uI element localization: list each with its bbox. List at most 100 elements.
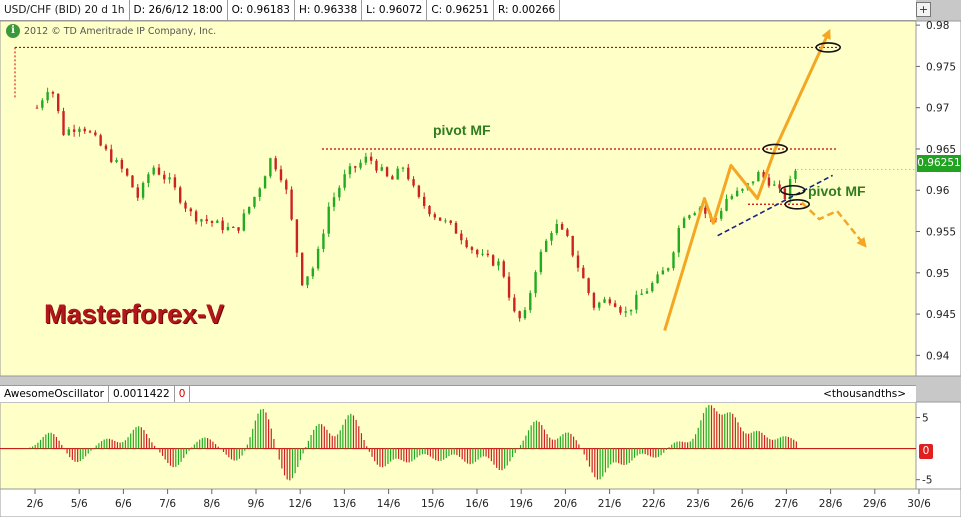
candle-body — [523, 310, 527, 319]
candle-body — [375, 160, 378, 171]
candle-body — [470, 247, 474, 250]
date-readout: D: 26/6/12 18:00 — [130, 0, 228, 20]
price-tick-label: 0.97 — [926, 103, 949, 115]
forecast-up-path — [663, 28, 831, 332]
current-price-badge: 0.96251 — [917, 155, 961, 172]
candle-body — [730, 196, 734, 199]
expand-button[interactable]: + — [916, 2, 931, 17]
date-tick-label: 21/6 — [598, 498, 622, 510]
candle-body — [343, 174, 346, 188]
candle-body — [518, 311, 521, 319]
indicator-name[interactable]: AwesomeOscillator — [0, 386, 109, 402]
candle-body — [179, 187, 182, 203]
info-icon[interactable]: i — [6, 24, 20, 38]
oscillator-panel — [0, 401, 917, 490]
candle-body — [385, 167, 389, 177]
candle-body — [720, 210, 723, 219]
date-tick-label: 20/6 — [554, 498, 578, 510]
candle-body — [491, 255, 495, 266]
price-tick-label: 0.94 — [926, 350, 950, 362]
candle-body — [449, 220, 452, 223]
candle-body — [534, 272, 537, 294]
candle-body — [332, 197, 336, 207]
candle-body — [640, 293, 643, 295]
chart-header: USD/CHF (BID) 20 d 1h D: 26/6/12 18:00 O… — [0, 0, 916, 21]
candle-body — [120, 160, 124, 169]
candle-body — [258, 188, 261, 197]
candle-body — [316, 248, 320, 269]
candle-body — [163, 174, 166, 180]
candle-body — [619, 306, 622, 313]
candle-body — [460, 233, 463, 241]
close-readout: C: 0.96251 — [427, 0, 494, 20]
candle-body — [247, 206, 251, 214]
candle-body — [666, 268, 670, 271]
candle-body — [603, 299, 606, 303]
candle-body — [78, 128, 81, 132]
candle-body — [566, 229, 569, 236]
price-tick-label: 0.95 — [926, 268, 949, 280]
candle-body — [348, 166, 352, 175]
date-tick-label: 22/6 — [642, 498, 666, 510]
candle-body — [598, 302, 601, 308]
indicator-units: <thousandths> — [823, 388, 906, 400]
candle-body — [682, 218, 686, 228]
candle-body — [762, 172, 765, 178]
candle-body — [279, 169, 283, 181]
candle-body — [544, 240, 548, 252]
date-tick-label: 9/6 — [248, 498, 265, 510]
candle-body — [253, 196, 256, 207]
candle-body — [369, 156, 373, 161]
candle-body — [99, 135, 102, 146]
candle-body — [46, 92, 49, 101]
candle-body — [189, 208, 193, 212]
candle-body — [513, 297, 516, 312]
candle-body — [481, 253, 484, 255]
candle-body — [110, 149, 113, 163]
candle-body — [592, 292, 596, 308]
candle-body — [232, 226, 235, 228]
date-tick-label: 26/6 — [730, 498, 754, 510]
date-tick-label: 29/6 — [863, 498, 887, 510]
candle-body — [83, 128, 86, 132]
candle-body — [194, 211, 198, 222]
candle-body — [693, 213, 696, 216]
candle-body — [550, 233, 553, 241]
candle-body — [115, 160, 118, 163]
candle-body — [94, 132, 97, 136]
candle-body — [152, 167, 155, 175]
candle-body — [396, 168, 399, 180]
date-tick-label: 6/6 — [115, 498, 132, 510]
candle-body — [359, 162, 362, 168]
candle-body — [210, 221, 214, 223]
candle-body — [502, 261, 505, 277]
candle-body — [656, 274, 659, 284]
candle-body — [322, 233, 325, 249]
candle-body — [205, 219, 208, 222]
candle-body — [306, 276, 309, 286]
price-axis-panel — [915, 20, 961, 377]
date-tick-label: 16/6 — [465, 498, 489, 510]
candle-body — [613, 303, 617, 307]
candle-body — [672, 252, 675, 269]
candle-body — [539, 251, 543, 273]
candle-body — [725, 198, 728, 211]
candle-body — [57, 93, 60, 112]
osc-tick-label: -5 — [922, 475, 932, 487]
candle-body — [62, 111, 65, 136]
symbol-label[interactable]: USD/CHF (BID) 20 d 1h — [0, 0, 130, 20]
candle-body — [168, 177, 171, 180]
copyright-notice: i 2012 © TD Ameritrade IP Company, Inc. — [6, 24, 216, 38]
candle-body — [741, 188, 744, 191]
candle-body — [354, 166, 357, 168]
support-trendline — [717, 174, 833, 237]
zero-level-badge: 0 — [919, 444, 933, 459]
candle-body — [767, 177, 771, 186]
candle-body — [661, 270, 665, 275]
candle-body — [290, 189, 293, 220]
candle-body — [200, 219, 203, 222]
date-tick-label: 19/6 — [509, 498, 533, 510]
candle-body — [184, 202, 187, 209]
candle-body — [454, 222, 458, 234]
date-tick-label: 13/6 — [333, 498, 357, 510]
